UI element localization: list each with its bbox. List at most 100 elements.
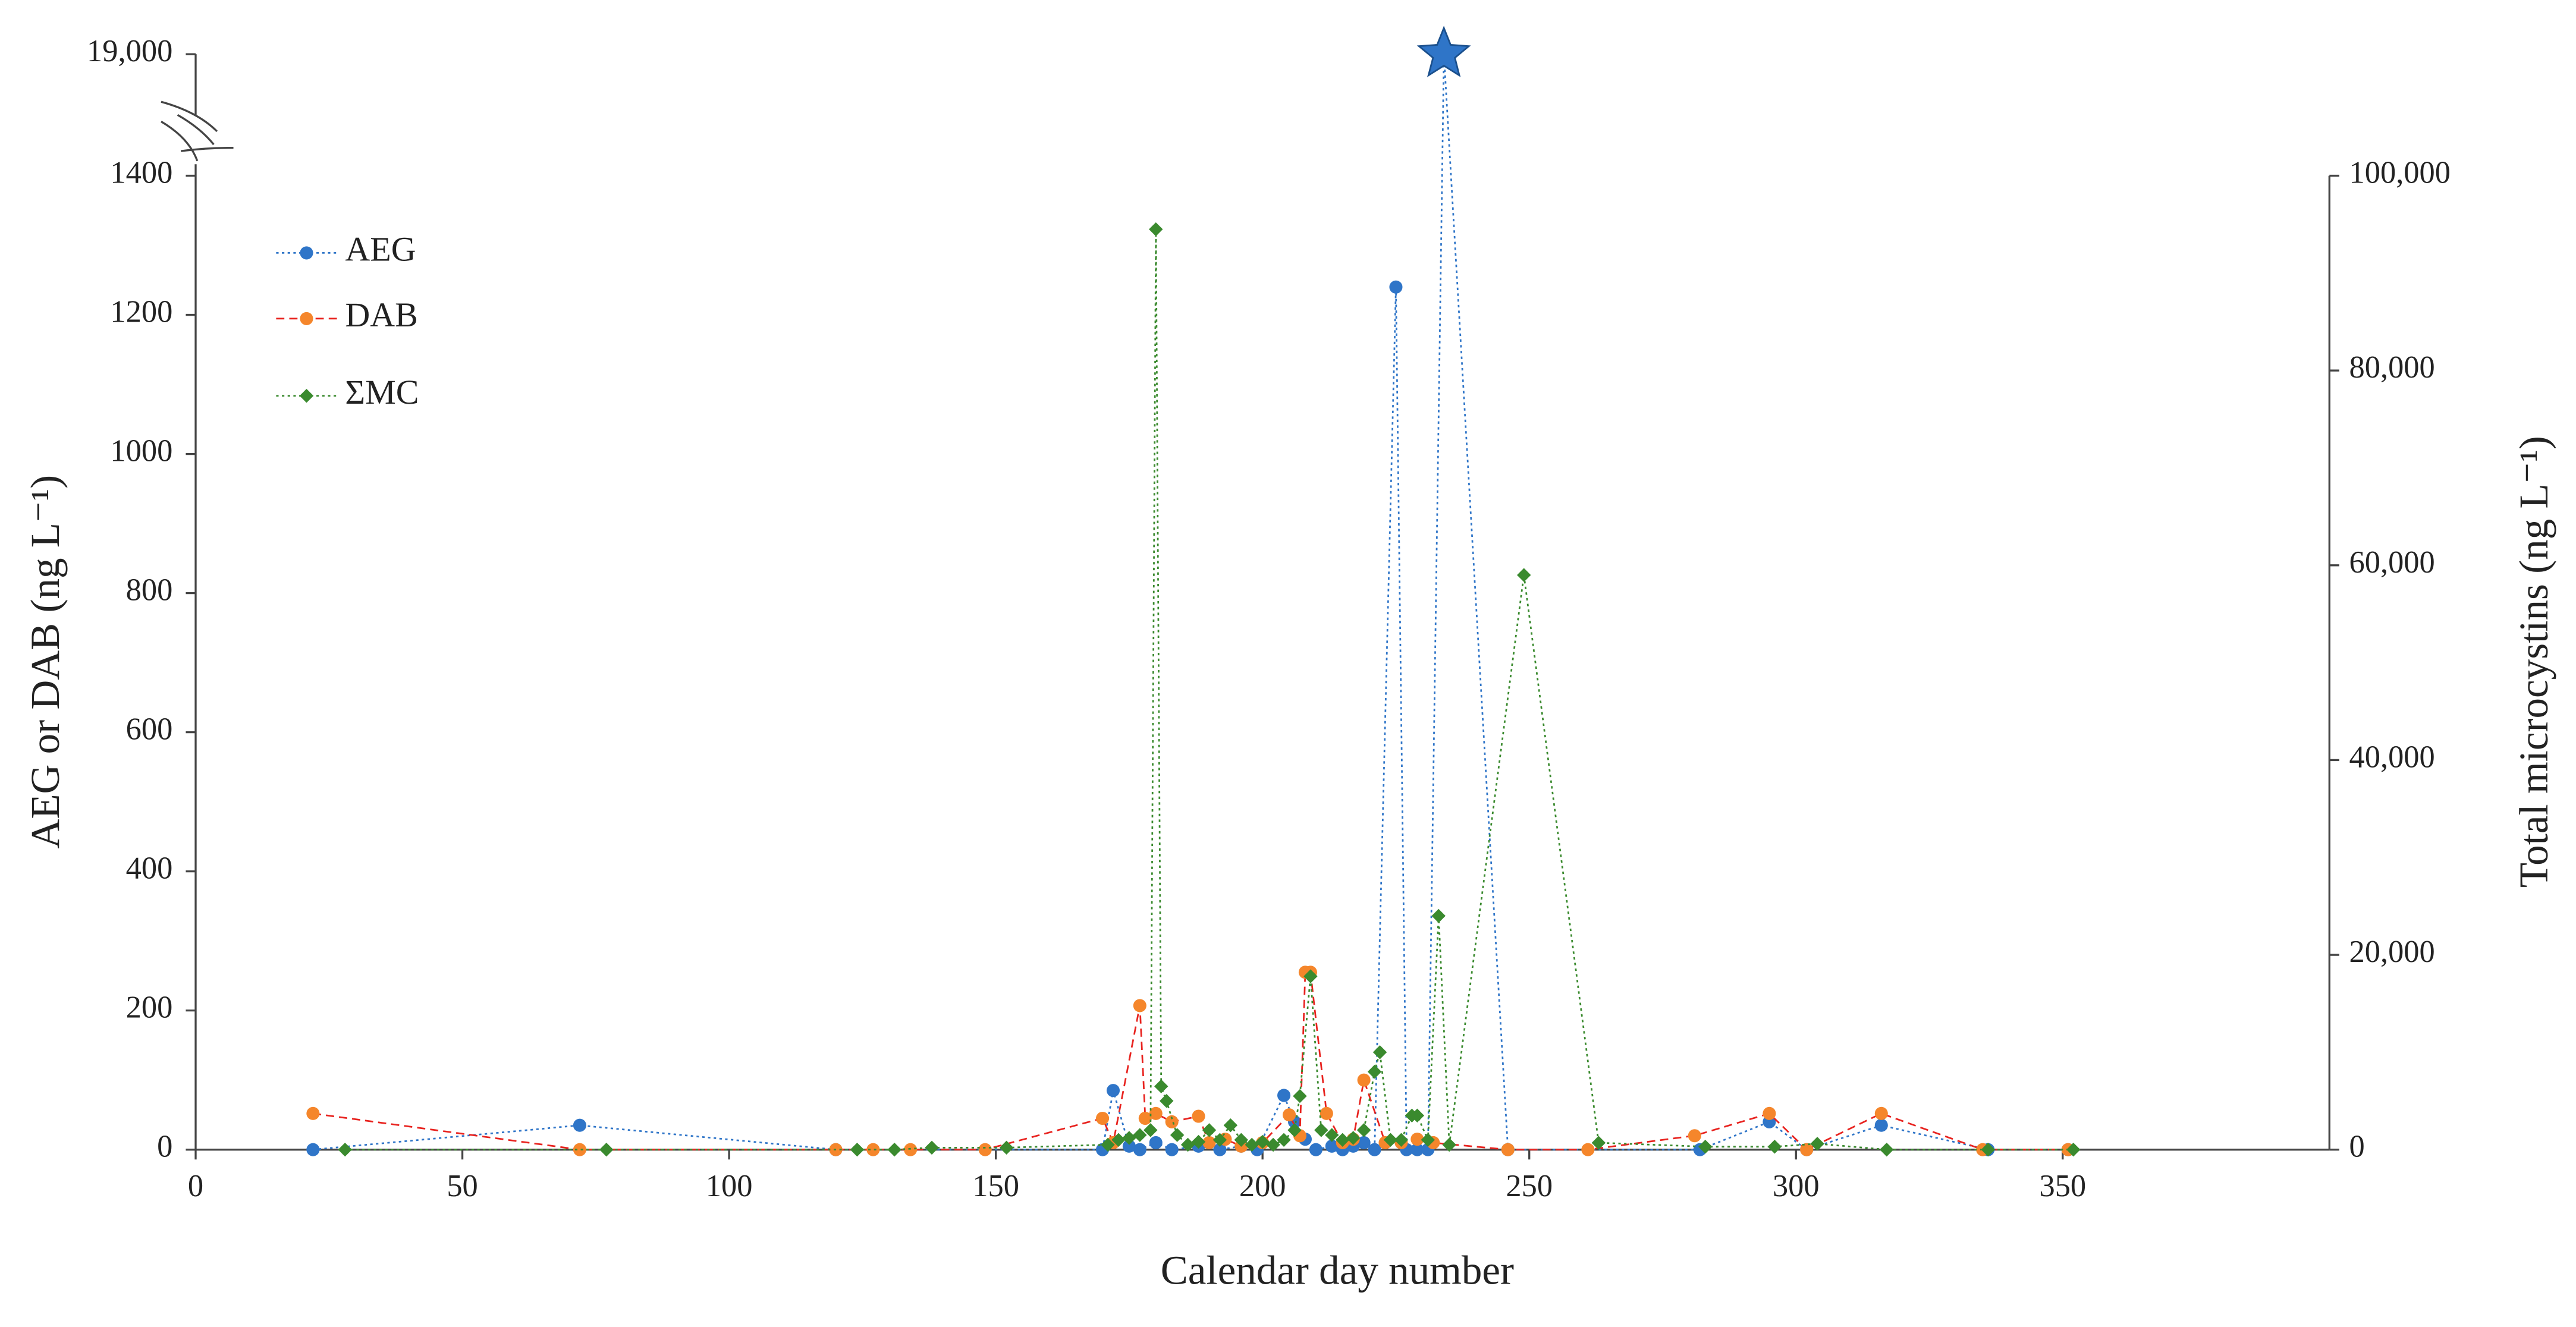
- point: [1874, 1118, 1888, 1132]
- y-tick-label: 600: [126, 712, 173, 747]
- x-tick-label: 200: [1239, 1169, 1286, 1203]
- x-tick-label: 150: [972, 1169, 1019, 1203]
- point: [1389, 280, 1403, 294]
- point: [866, 1143, 880, 1156]
- point: [1309, 1143, 1322, 1156]
- point: [1133, 1128, 1147, 1142]
- point: [1266, 1137, 1280, 1152]
- x-tick-label: 350: [2039, 1169, 2086, 1203]
- point: [1180, 1137, 1195, 1152]
- legend-label: AEG: [345, 230, 416, 269]
- legend-label: ΣMC: [345, 373, 419, 411]
- point: [1410, 1108, 1425, 1123]
- star-marker: [1416, 26, 1471, 77]
- point: [306, 1106, 320, 1120]
- series-line: [345, 229, 2074, 1151]
- y-tick-label: 0: [157, 1130, 172, 1164]
- point: [1763, 1106, 1776, 1120]
- point: [1367, 1064, 1382, 1079]
- y-axis-label: AEG or DAB (ng L⁻¹): [22, 475, 68, 849]
- point: [1372, 1045, 1387, 1059]
- point: [1356, 1123, 1371, 1137]
- point: [1325, 1139, 1339, 1153]
- point: [1442, 1137, 1456, 1152]
- point: [1106, 1084, 1120, 1098]
- point: [1293, 1089, 1307, 1103]
- point: [1346, 1131, 1361, 1145]
- point: [1149, 1136, 1163, 1150]
- y2-tick-label: 20,000: [2349, 935, 2434, 969]
- legend-marker: [300, 246, 313, 260]
- point: [573, 1143, 586, 1156]
- point: [1501, 1143, 1515, 1156]
- legend-marker: [300, 312, 313, 325]
- legend-marker: [299, 389, 314, 403]
- point: [1421, 1133, 1435, 1147]
- point: [1277, 1089, 1291, 1102]
- y2-tick-label: 100,000: [2349, 156, 2451, 190]
- point: [1122, 1131, 1136, 1145]
- y2-tick-label: 40,000: [2349, 740, 2434, 774]
- y2-tick-label: 0: [2349, 1130, 2364, 1164]
- point: [1122, 1139, 1136, 1153]
- point: [1325, 1128, 1339, 1142]
- point: [925, 1140, 939, 1155]
- point: [1234, 1133, 1249, 1147]
- point: [1287, 1123, 1302, 1137]
- point: [850, 1142, 865, 1157]
- point: [1202, 1136, 1216, 1150]
- x-tick-label: 0: [188, 1169, 203, 1203]
- point: [1144, 1123, 1158, 1137]
- point: [1591, 1136, 1606, 1150]
- y-tick-label: 19,000: [87, 34, 172, 68]
- point: [1096, 1111, 1110, 1125]
- y-tick-label: 800: [126, 573, 173, 608]
- point: [887, 1142, 901, 1157]
- x-tick-label: 300: [1773, 1169, 1820, 1203]
- point: [306, 1143, 320, 1156]
- point: [1223, 1118, 1238, 1133]
- point: [1213, 1143, 1227, 1156]
- point: [1357, 1136, 1371, 1150]
- point: [1212, 1133, 1227, 1147]
- point: [1149, 1106, 1163, 1120]
- axis-break: [161, 100, 234, 162]
- point: [1368, 1143, 1381, 1156]
- x-axis-label: Calendar day number: [1161, 1247, 1514, 1293]
- point: [1981, 1142, 1995, 1157]
- point: [1170, 1128, 1185, 1142]
- point: [904, 1143, 918, 1156]
- point: [1314, 1123, 1328, 1137]
- y-tick-label: 1000: [110, 434, 172, 468]
- point: [1303, 969, 1318, 983]
- point: [1800, 1143, 1814, 1156]
- point: [1357, 1073, 1371, 1087]
- point: [1277, 1133, 1291, 1147]
- point: [1698, 1140, 1713, 1154]
- point: [1165, 1115, 1179, 1128]
- point: [1111, 1133, 1126, 1147]
- y-tick-label: 200: [126, 990, 173, 1025]
- point: [1192, 1109, 1205, 1123]
- point: [1245, 1137, 1259, 1152]
- point: [1133, 1143, 1146, 1156]
- point: [1165, 1143, 1179, 1156]
- point: [1202, 1123, 1217, 1137]
- x-tick-label: 100: [706, 1169, 753, 1203]
- point: [1688, 1129, 1701, 1143]
- y2-axis-label: Total microcystins (ng L⁻¹): [2511, 436, 2556, 888]
- point: [1336, 1133, 1350, 1147]
- y-tick-label: 1200: [110, 295, 172, 329]
- point: [1138, 1111, 1152, 1125]
- point: [1581, 1143, 1595, 1156]
- point: [1810, 1137, 1824, 1151]
- point: [2066, 1142, 2081, 1157]
- point: [1383, 1133, 1398, 1147]
- point: [1394, 1133, 1409, 1147]
- point: [1874, 1106, 1888, 1120]
- point: [1431, 908, 1446, 923]
- point: [1159, 1094, 1174, 1108]
- point: [978, 1143, 992, 1156]
- point: [1880, 1142, 1894, 1157]
